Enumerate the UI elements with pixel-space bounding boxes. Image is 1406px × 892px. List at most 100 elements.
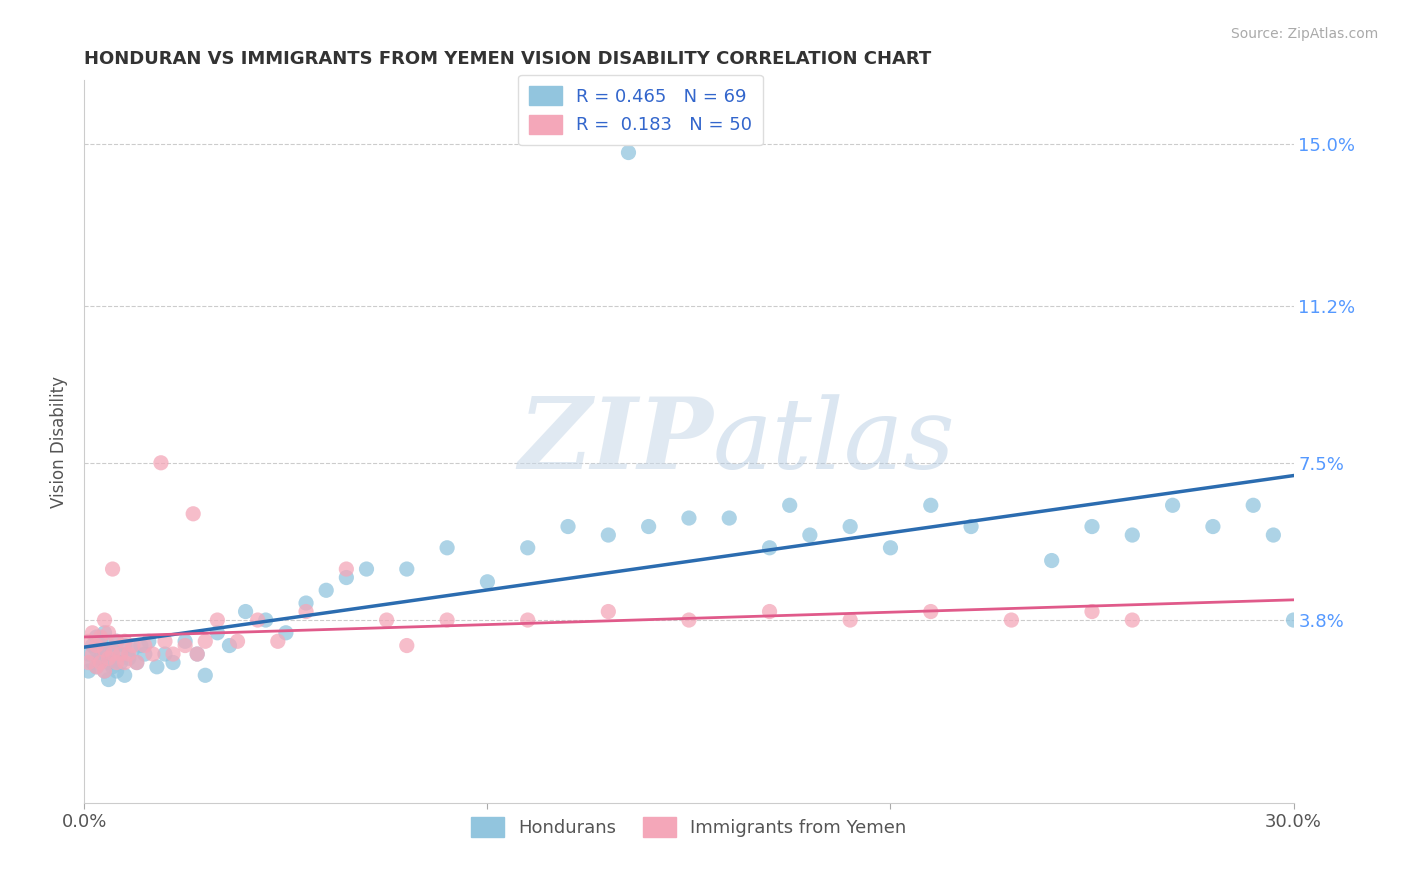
- Point: [1282, 613, 1305, 627]
- Point: [960, 519, 983, 533]
- Point: [86, 642, 108, 657]
- Point: [246, 613, 269, 627]
- Point: [77, 634, 100, 648]
- Point: [758, 541, 780, 555]
- Point: [97, 651, 120, 665]
- Point: [93, 664, 115, 678]
- Point: [315, 583, 337, 598]
- Point: [779, 498, 801, 512]
- Point: [114, 668, 136, 682]
- Point: [153, 634, 176, 648]
- Point: [86, 660, 108, 674]
- Point: [101, 562, 124, 576]
- Point: [235, 605, 257, 619]
- Point: [295, 605, 318, 619]
- Point: [114, 639, 136, 653]
- Point: [477, 574, 499, 589]
- Point: [678, 511, 700, 525]
- Point: [395, 562, 418, 576]
- Point: [637, 519, 659, 533]
- Point: [758, 605, 780, 619]
- Point: [118, 647, 141, 661]
- Point: [77, 647, 100, 661]
- Point: [101, 647, 124, 661]
- Point: [149, 456, 172, 470]
- Point: [162, 656, 184, 670]
- Point: [1081, 519, 1104, 533]
- Point: [516, 541, 538, 555]
- Point: [110, 656, 132, 670]
- Point: [839, 613, 862, 627]
- Point: [121, 639, 143, 653]
- Point: [1161, 498, 1184, 512]
- Point: [678, 613, 700, 627]
- Point: [93, 647, 115, 661]
- Point: [93, 664, 115, 678]
- Point: [174, 634, 197, 648]
- Point: [134, 647, 156, 661]
- Point: [82, 656, 104, 670]
- Point: [436, 613, 458, 627]
- Point: [1081, 605, 1104, 619]
- Point: [186, 647, 208, 661]
- Point: [134, 639, 156, 653]
- Point: [718, 511, 741, 525]
- Point: [77, 656, 100, 670]
- Point: [186, 647, 208, 661]
- Point: [110, 647, 132, 661]
- Point: [436, 541, 458, 555]
- Point: [93, 613, 115, 627]
- Point: [105, 664, 128, 678]
- Point: [207, 625, 229, 640]
- Point: [146, 660, 169, 674]
- Point: [839, 519, 862, 533]
- Point: [375, 613, 398, 627]
- Point: [395, 639, 418, 653]
- Point: [1121, 613, 1143, 627]
- Point: [86, 660, 108, 674]
- Point: [226, 634, 249, 648]
- Point: [77, 664, 100, 678]
- Text: HONDURAN VS IMMIGRANTS FROM YEMEN VISION DISABILITY CORRELATION CHART: HONDURAN VS IMMIGRANTS FROM YEMEN VISION…: [84, 50, 932, 68]
- Point: [335, 562, 357, 576]
- Point: [1241, 498, 1264, 512]
- Point: [89, 656, 111, 670]
- Point: [86, 630, 108, 644]
- Legend: Hondurans, Immigrants from Yemen: Hondurans, Immigrants from Yemen: [464, 810, 914, 845]
- Point: [335, 570, 357, 584]
- Point: [93, 642, 115, 657]
- Point: [86, 639, 108, 653]
- Point: [97, 639, 120, 653]
- Point: [89, 651, 111, 665]
- Point: [295, 596, 318, 610]
- Point: [101, 660, 124, 674]
- Point: [174, 639, 197, 653]
- Point: [118, 651, 141, 665]
- Point: [1000, 613, 1022, 627]
- Y-axis label: Vision Disability: Vision Disability: [51, 376, 69, 508]
- Point: [125, 656, 148, 670]
- Point: [267, 634, 290, 648]
- Point: [125, 656, 148, 670]
- Point: [207, 613, 229, 627]
- Text: ZIP: ZIP: [519, 393, 713, 490]
- Point: [181, 507, 204, 521]
- Point: [110, 647, 132, 661]
- Point: [598, 528, 620, 542]
- Point: [194, 668, 217, 682]
- Point: [82, 625, 104, 640]
- Point: [799, 528, 821, 542]
- Point: [129, 639, 152, 653]
- Point: [1040, 553, 1063, 567]
- Point: [879, 541, 901, 555]
- Point: [121, 642, 143, 657]
- Point: [89, 630, 111, 644]
- Point: [153, 647, 176, 661]
- Point: [114, 634, 136, 648]
- Point: [97, 625, 120, 640]
- Point: [105, 634, 128, 648]
- Point: [105, 656, 128, 670]
- Point: [93, 625, 115, 640]
- Point: [920, 498, 942, 512]
- Point: [1121, 528, 1143, 542]
